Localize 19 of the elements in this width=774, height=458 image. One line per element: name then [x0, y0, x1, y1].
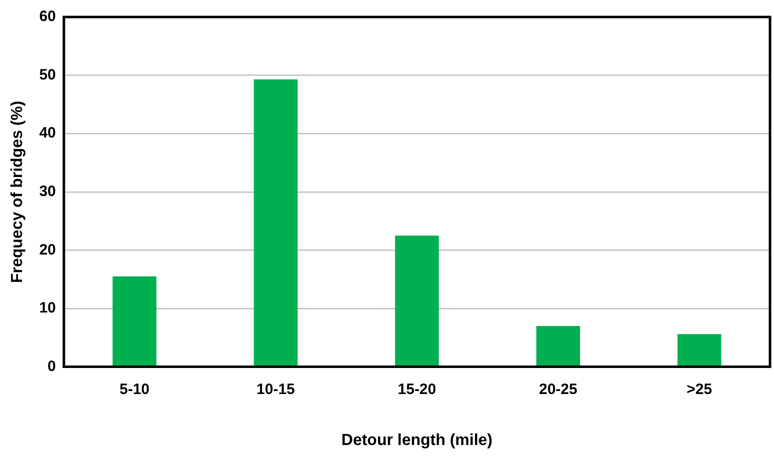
bar	[678, 334, 722, 366]
x-tick-label: 10-15	[256, 380, 295, 398]
x-tick-label: >25	[686, 380, 712, 398]
bar	[112, 276, 156, 366]
y-tick-label: 20	[39, 241, 56, 258]
bar	[395, 236, 439, 366]
y-axis-title: Frequecy of bridges (%)	[9, 100, 26, 284]
y-tick-label: 50	[39, 66, 56, 84]
bar	[254, 79, 298, 366]
y-tick-label: 30	[39, 183, 56, 200]
x-tick-label: 15-20	[398, 380, 436, 398]
bar	[536, 326, 580, 366]
y-tick-label: 40	[39, 124, 56, 142]
y-tick-label: 0	[48, 358, 56, 375]
x-axis-title: Detour length (mile)	[341, 432, 492, 449]
y-tick-label: 10	[39, 300, 56, 317]
x-tick-label: 5-10	[119, 380, 150, 398]
y-tick-label: 60	[39, 8, 56, 26]
x-tick-label: 20-25	[538, 380, 578, 398]
